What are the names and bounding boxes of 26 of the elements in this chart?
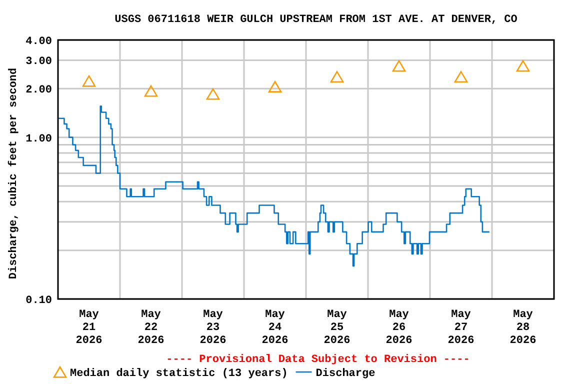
x-tick-label: May 23 2026 [200, 309, 226, 347]
point [144, 85, 158, 97]
y-tick-label: 0.10 [26, 295, 52, 307]
point [392, 60, 406, 72]
y-tick-label: 3.00 [26, 56, 52, 68]
x-tick-label: May 26 2026 [386, 309, 412, 347]
chart-title: USGS 06711618 WEIR GULCH UPSTREAM FROM 1ST AVE. AT DENVER, CO [114, 14, 518, 26]
x-tick-label: May 21 2026 [76, 309, 102, 347]
x-tick-label: May 27 2026 [448, 309, 474, 347]
y-tick-label: 2.00 [26, 84, 52, 97]
legend-label: Median daily statistic (13 years) [70, 368, 288, 380]
x-tick-label: May 25 2026 [324, 309, 350, 347]
point [454, 70, 468, 82]
legend-label: Discharge [316, 368, 376, 380]
text: ---- Provisional Data Subject to Revision ---- [166, 354, 470, 366]
x-tick-label: May 24 2026 [262, 309, 288, 347]
point [82, 75, 96, 87]
x-tick-label: May 28 2026 [510, 309, 536, 347]
point [268, 80, 282, 92]
x-tick-label: May 22 2026 [138, 309, 164, 347]
y-tick-label: 1.00 [26, 133, 52, 146]
y-axis-title: Discharge, cubic feet per second [7, 68, 20, 280]
y-tick-label: 4.00 [26, 36, 52, 48]
point [516, 60, 530, 72]
point [206, 88, 220, 100]
point [330, 70, 344, 82]
